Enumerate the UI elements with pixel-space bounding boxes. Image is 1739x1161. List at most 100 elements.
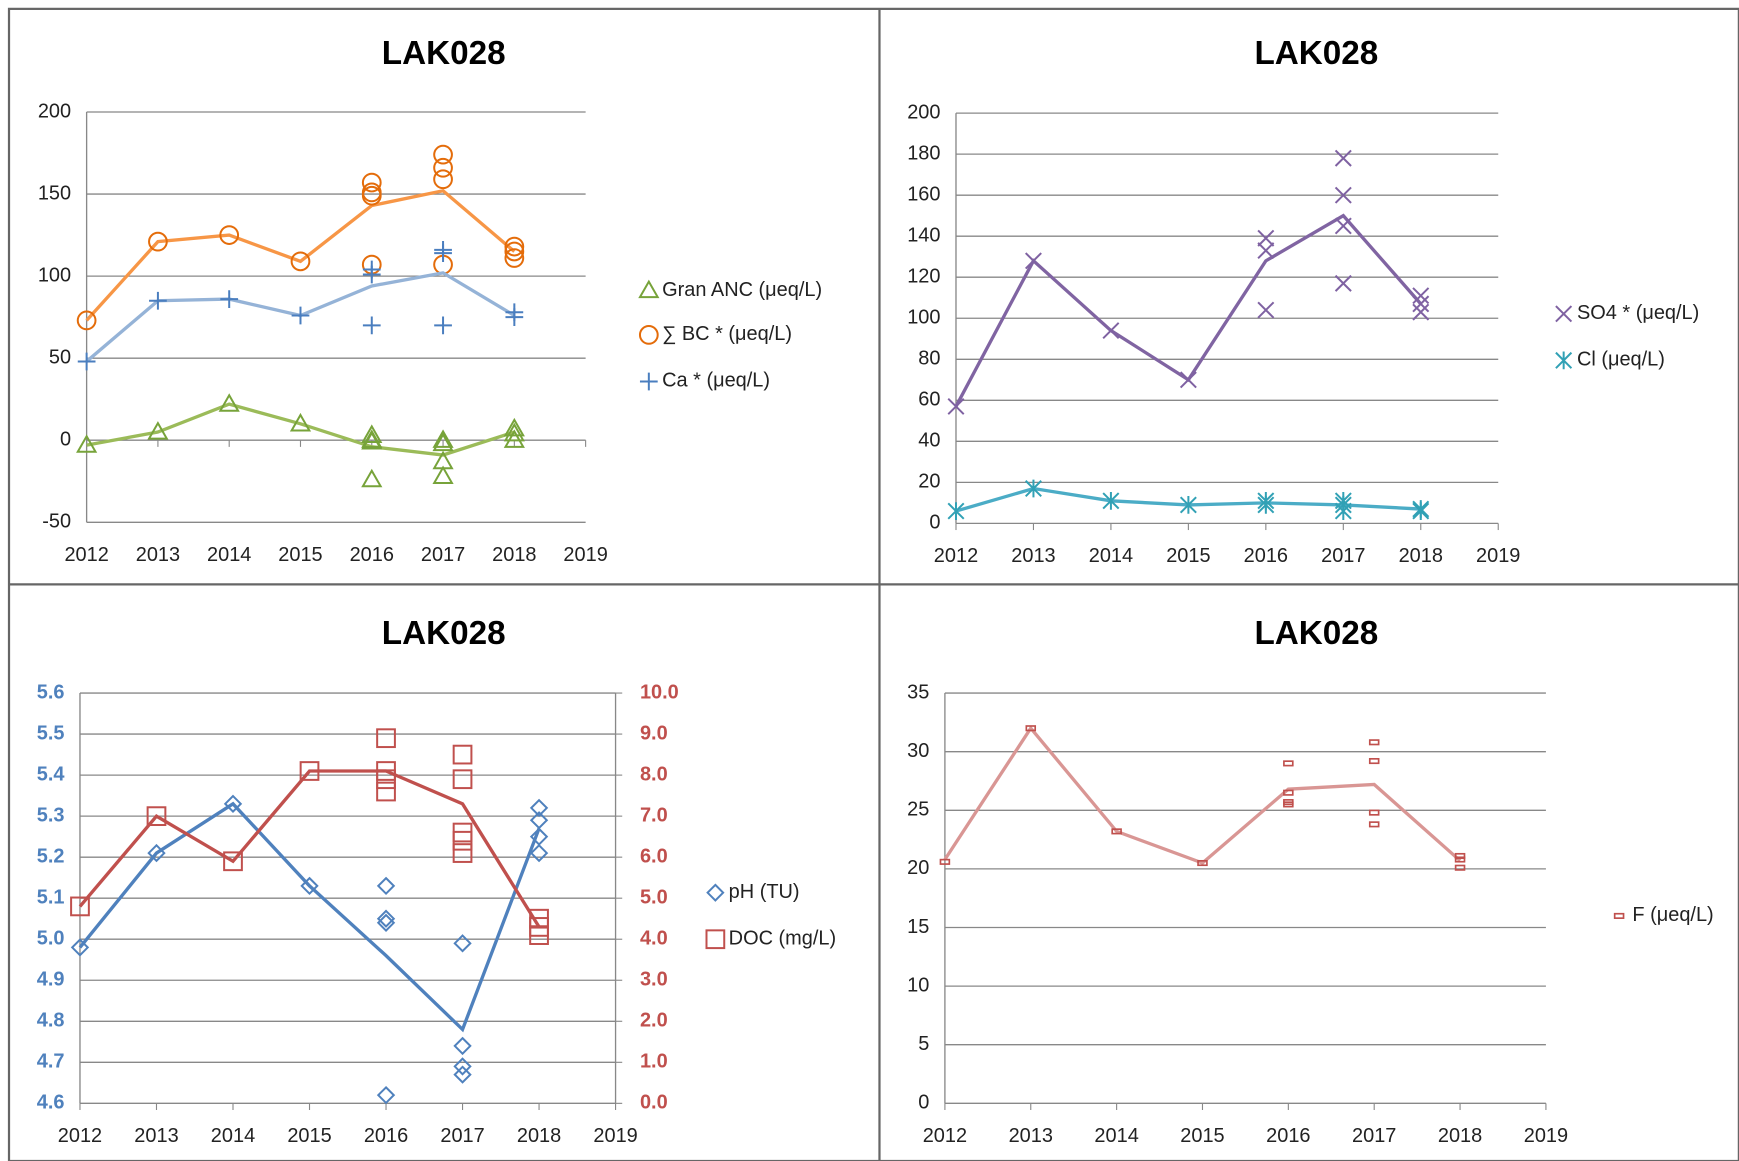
x-tick-label: 2013	[136, 544, 180, 566]
legend-marker	[1613, 912, 1625, 919]
point	[77, 352, 96, 371]
y-tick-label: 10	[907, 974, 929, 996]
point	[376, 1085, 396, 1105]
x-tick-label: 2014	[211, 1125, 255, 1147]
point	[1412, 502, 1430, 520]
y-tick-label: 5.4	[37, 763, 65, 785]
x-tick-label: 2018	[1399, 545, 1443, 567]
legend-label: Cl (μeq/L)	[1577, 349, 1665, 371]
mean-line	[85, 188, 516, 322]
point	[149, 291, 167, 310]
y-tick-label: 5.1	[37, 886, 65, 908]
y-tick-label: 5.6	[37, 681, 65, 703]
y-tick-label: 20	[907, 857, 929, 879]
point	[218, 393, 240, 412]
legend-label: F (μeq/L)	[1632, 904, 1713, 926]
legend-label: ∑ BC * (μeq/L)	[662, 323, 792, 345]
y2-tick-label: 9.0	[640, 722, 668, 744]
point	[291, 306, 310, 325]
legend-marker	[639, 372, 658, 391]
y-tick-label: 20	[918, 471, 940, 493]
point	[433, 169, 453, 190]
x-tick-label: 2017	[421, 544, 465, 566]
point	[1368, 757, 1380, 765]
point	[1334, 186, 1352, 204]
y-tick-label: -50	[42, 511, 71, 533]
point	[453, 1057, 472, 1076]
point	[1257, 229, 1275, 247]
y-tick-label: 5.2	[37, 845, 65, 867]
x-tick-label: 2015	[1166, 545, 1210, 567]
legend-label: Ca * (μeq/L)	[662, 370, 770, 392]
legend-marker	[638, 279, 660, 299]
point	[1454, 856, 1466, 863]
point	[529, 843, 549, 863]
point	[1412, 287, 1430, 305]
y-tick-label: 4.9	[37, 969, 65, 991]
point	[452, 769, 473, 790]
point	[503, 429, 525, 448]
y-tick-label: 5.5	[37, 722, 65, 744]
point	[1197, 859, 1208, 867]
y2-tick-label: 1.0	[640, 1051, 668, 1073]
y-tick-label: 80	[918, 348, 940, 370]
point	[1024, 252, 1042, 270]
y-tick-label: 5.3	[37, 804, 65, 826]
x-tick-label: 2018	[1438, 1125, 1482, 1147]
point	[504, 248, 525, 268]
point	[1283, 760, 1294, 767]
y-tick-label: 200	[38, 100, 71, 122]
point	[1257, 242, 1275, 260]
point	[1368, 739, 1380, 746]
y-tick-label: 30	[907, 740, 929, 762]
y-tick-label: 180	[907, 142, 940, 164]
point	[361, 185, 382, 206]
y-tick-label: 25	[907, 799, 929, 821]
point	[1179, 496, 1197, 514]
point	[1412, 303, 1430, 321]
y-tick-label: 15	[907, 916, 929, 938]
point	[1334, 217, 1352, 235]
x-tick-label: 2016	[1244, 545, 1288, 567]
point	[1257, 301, 1275, 319]
point	[223, 794, 243, 814]
legend-marker	[1555, 351, 1573, 370]
mean-line	[78, 801, 541, 1033]
legend-marker	[1555, 305, 1573, 323]
point	[452, 843, 473, 863]
y-tick-label: 0	[929, 512, 940, 534]
x-tick-label: 2013	[134, 1125, 178, 1147]
y2-tick-label: 4.0	[640, 927, 668, 949]
point	[1025, 725, 1037, 732]
y-tick-label: 200	[907, 101, 940, 123]
point	[1412, 295, 1430, 313]
point	[433, 157, 453, 178]
point	[147, 843, 166, 863]
y-tick-label: 140	[907, 224, 940, 246]
point	[1283, 789, 1294, 796]
point	[504, 241, 525, 262]
point	[1334, 274, 1352, 292]
legend-label: SO4 * (μeq/L)	[1577, 302, 1699, 324]
y2-tick-label: 0.0	[640, 1092, 668, 1114]
x-tick-label: 2019	[1524, 1125, 1568, 1147]
chart-title: LAK028	[1254, 615, 1378, 652]
point	[300, 876, 319, 896]
point	[432, 429, 454, 448]
y2-tick-label: 5.0	[640, 886, 668, 908]
x-tick-label: 2018	[492, 544, 536, 566]
point	[947, 502, 965, 520]
point	[503, 417, 525, 437]
point	[376, 769, 396, 790]
y2-tick-label: 2.0	[640, 1010, 668, 1032]
point	[1368, 809, 1380, 816]
point	[290, 251, 311, 272]
x-tick-label: 2016	[364, 1125, 408, 1147]
y-tick-label: 100	[907, 307, 940, 329]
point	[1102, 491, 1120, 510]
point	[1283, 801, 1294, 808]
x-tick-label: 2017	[440, 1125, 484, 1147]
point	[76, 310, 97, 331]
